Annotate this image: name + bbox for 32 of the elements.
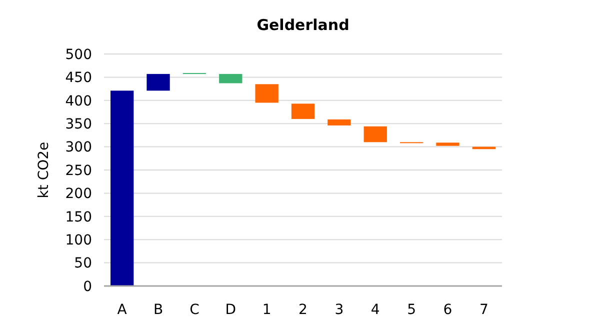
y-tick-label: 250 (65, 162, 92, 179)
x-tick-label: 7 (479, 302, 488, 318)
bar (436, 142, 460, 146)
y-tick-label: 500 (65, 46, 92, 63)
x-tick-label: B (153, 302, 164, 318)
x-tick-label: 6 (443, 302, 452, 318)
chart-title: Gelderland (256, 16, 350, 34)
y-tick-label: 50 (74, 256, 92, 272)
bar (364, 126, 387, 142)
y-tick-label: 450 (65, 70, 92, 86)
y-tick-label: 100 (65, 232, 92, 248)
x-tick-label: D (225, 302, 236, 318)
x-tick-label: 3 (334, 302, 344, 318)
x-tick-label: 4 (370, 302, 380, 318)
y-tick-label: 150 (65, 209, 92, 226)
y-axis-title: kt CO2e (36, 142, 52, 198)
x-tick-label: A (117, 302, 128, 318)
y-tick-label: 400 (65, 93, 92, 110)
bar (291, 104, 315, 119)
y-tick-label: 300 (65, 140, 92, 156)
bar (146, 74, 170, 91)
y-tick-label: 200 (65, 186, 92, 202)
bar (219, 74, 242, 84)
x-tick-label: C (190, 302, 200, 318)
bar (328, 119, 351, 126)
x-tick-label: 2 (298, 302, 308, 318)
x-tick-label: 5 (407, 302, 416, 318)
bar (110, 90, 134, 286)
y-tick-label: 0 (83, 278, 92, 295)
bar (255, 84, 278, 103)
x-tick-label: 1 (262, 302, 272, 318)
y-tick-label: 350 (65, 116, 92, 132)
